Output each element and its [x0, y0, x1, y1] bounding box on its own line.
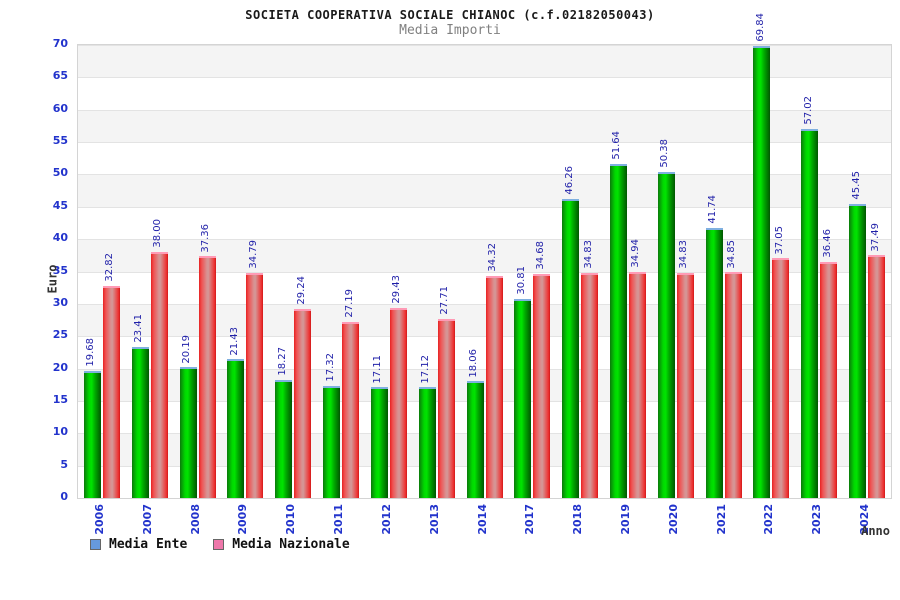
bar-media-ente-2022: [753, 46, 771, 498]
bar-value-label: 34.79: [247, 240, 259, 269]
bar-media-nazionale-2008: [198, 256, 216, 498]
bar-media-nazionale-2022: [772, 258, 790, 498]
bar-media-nazionale-2010: [294, 308, 312, 498]
y-tick-label: 55: [52, 134, 68, 148]
legend-label-media-ente: Media Ente: [109, 537, 188, 552]
bar-value-label: 18.06: [468, 348, 479, 378]
bar-value-label: 27.71: [439, 286, 451, 315]
bar-value-label: 37.05: [773, 225, 785, 255]
bar-media-nazionale-2006: [102, 285, 120, 498]
y-tick-label: 20: [52, 360, 68, 374]
bar-value-label: 36.46: [821, 229, 833, 259]
legend-swatch-media-nazionale-icon: [213, 539, 225, 550]
bar-value-label: 21.43: [228, 326, 240, 356]
bar-value-label: 34.32: [487, 243, 498, 272]
chart-title: SOCIETA COOPERATIVA SOCIALE CHIANOC (c.f…: [245, 8, 655, 22]
y-tick-label: 40: [52, 231, 68, 245]
bar-media-ente-2012: [370, 387, 388, 498]
bar-media-ente-2019: [609, 163, 627, 498]
bar-value-label: 34.68: [534, 240, 546, 270]
bar-value-label: 20.19: [181, 334, 193, 364]
y-tick-label: 15: [52, 392, 68, 406]
bar-value-label: 34.83: [678, 239, 690, 269]
bar-media-ente-2010: [275, 379, 293, 498]
bar-value-label: 17.32: [324, 353, 336, 382]
bar-value-label: 37.36: [200, 223, 212, 253]
bar-value-label: 32.82: [104, 252, 116, 282]
bar-media-ente-2009: [227, 359, 245, 498]
legend-label-media-nazionale: Media Nazionale: [232, 537, 350, 552]
bar-value-label: 41.74: [707, 195, 719, 224]
y-tick-label: 25: [52, 328, 68, 342]
bar-value-label: 27.19: [343, 289, 355, 319]
bar-media-nazionale-2020: [676, 272, 694, 498]
bar-value-label: 18.27: [276, 347, 288, 376]
y-tick-label: 10: [52, 425, 68, 439]
bar-value-label: 34.94: [630, 239, 642, 268]
bar-media-ente-2011: [323, 385, 341, 498]
bar-value-label: 29.43: [391, 274, 403, 304]
bar-media-nazionale-2012: [389, 307, 407, 498]
bar-value-label: 17.11: [372, 354, 384, 384]
bar-media-ente-2014: [466, 381, 484, 498]
bar-media-nazionale-2017: [533, 273, 551, 498]
bar-value-label: 19.68: [85, 338, 97, 367]
legend: Media Ente Media Nazionale: [90, 537, 350, 552]
bar-media-nazionale-2007: [150, 252, 168, 498]
x-axis-title: Anno: [861, 524, 890, 538]
bar-value-label: 46.26: [563, 166, 575, 195]
bar-media-ente-2006: [83, 370, 101, 498]
bar-value-label: 23.41: [133, 313, 145, 343]
bar-media-ente-2020: [657, 171, 675, 498]
legend-swatch-media-ente-icon: [90, 539, 101, 550]
bar-media-nazionale-2023: [820, 262, 838, 498]
bar-media-ente-2008: [179, 367, 197, 498]
chart-subtitle: Media Importi: [399, 23, 501, 38]
bar-media-ente-2023: [801, 129, 819, 498]
y-axis-title: Euro: [45, 264, 60, 294]
bar-media-nazionale-2013: [437, 318, 455, 498]
y-tick-label: 35: [52, 263, 68, 277]
bar-media-nazionale-2011: [342, 322, 360, 498]
y-tick-label: 0: [60, 490, 68, 503]
legend-item-media-nazionale: Media Nazionale: [213, 537, 350, 552]
bar-value-label: 38.00: [152, 219, 164, 249]
bar-media-nazionale-2009: [246, 272, 264, 498]
bar-media-nazionale-2014: [485, 275, 503, 498]
bar-value-label: 45.45: [850, 171, 862, 200]
y-tick-label: 5: [60, 457, 68, 471]
bar-value-label: 29.24: [295, 276, 307, 305]
bar-media-ente-2021: [705, 227, 723, 498]
bar-media-nazionale-2021: [724, 272, 742, 498]
bar-media-nazionale-2019: [628, 271, 646, 498]
plot-area: 19.68 32.82 23.41 38.00 20.19 37.36 21.43 34.79…: [77, 13, 892, 499]
y-tick-label: 45: [52, 198, 68, 212]
bar-media-ente-2018: [562, 198, 580, 498]
bar-value-label: 34.85: [726, 239, 738, 269]
y-tick-label: 30: [52, 295, 68, 309]
bar-media-ente-2013: [418, 387, 436, 498]
bar-value-label: 51.64: [611, 131, 623, 160]
bar-media-nazionale-2018: [581, 272, 599, 498]
y-tick-label: 50: [52, 166, 68, 180]
y-tick-label: 70: [52, 37, 68, 50]
bar-media-ente-2024: [849, 203, 867, 498]
bar-value-label: 69.84: [754, 13, 766, 43]
bar-value-label: 50.38: [659, 139, 671, 168]
bar-media-ente-2017: [514, 298, 532, 498]
legend-item-media-ente: Media Ente: [90, 537, 187, 552]
bar-value-label: 17.12: [420, 354, 432, 384]
bar-value-label: 37.49: [869, 222, 881, 252]
bar-value-label: 30.81: [515, 265, 527, 295]
y-tick-label: 65: [52, 69, 68, 83]
bar-value-label: 34.83: [582, 239, 594, 269]
y-tick-label: 60: [52, 101, 68, 115]
bar-media-nazionale-2024: [868, 255, 886, 498]
bar-media-ente-2007: [131, 346, 149, 498]
bar-value-label: 57.02: [802, 96, 814, 125]
